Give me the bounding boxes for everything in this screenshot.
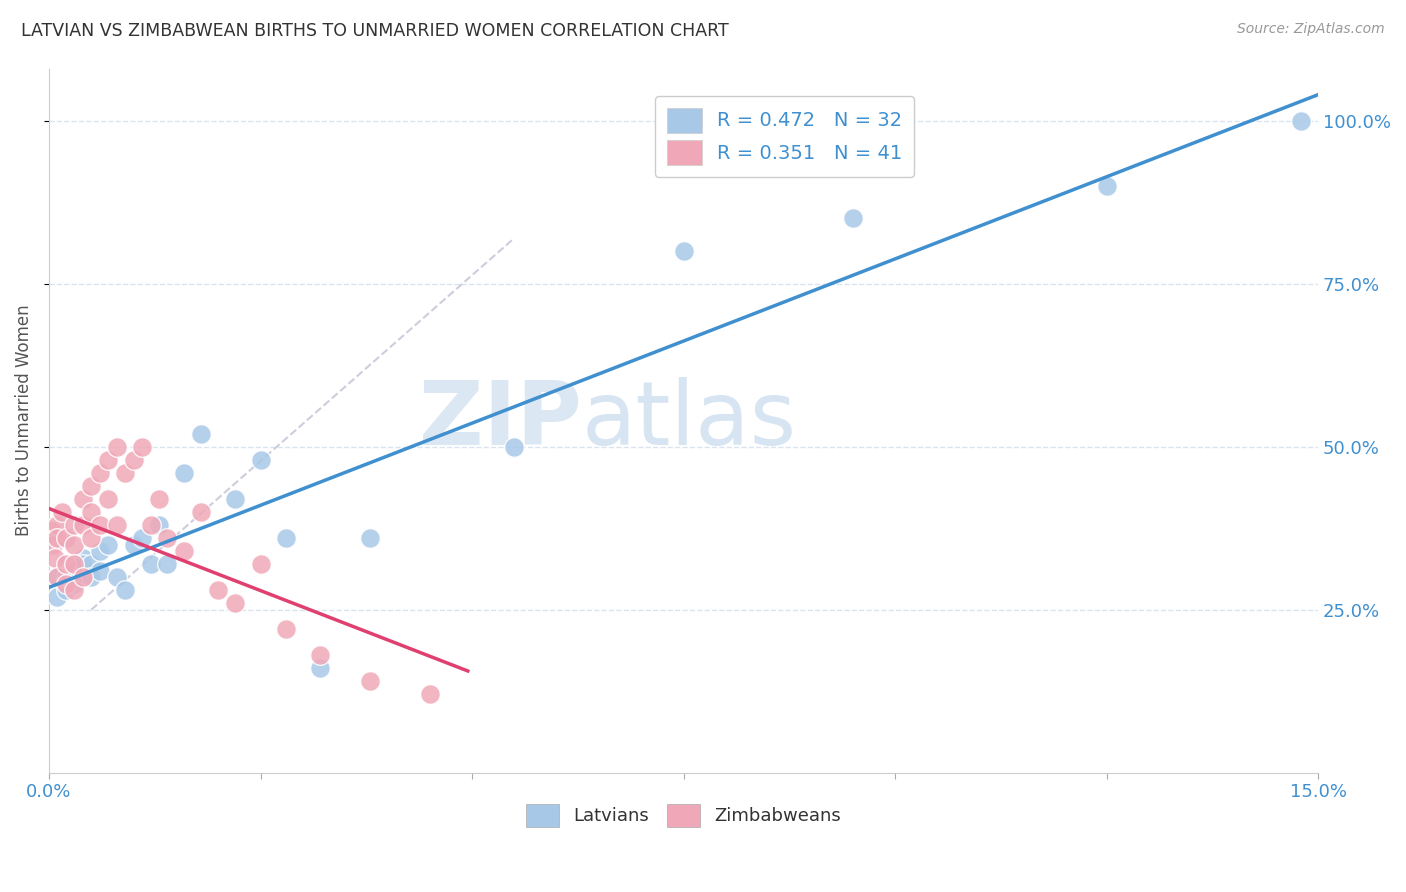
Point: [190, 505, 212, 519]
Point: [46, 518, 69, 533]
Point: [63, 576, 86, 591]
Point: [308, 661, 330, 675]
Point: [80, 479, 103, 493]
Point: [80, 531, 103, 545]
Text: ZIP: ZIP: [419, 377, 582, 464]
Point: [46, 590, 69, 604]
Point: [308, 648, 330, 663]
Point: [63, 564, 86, 578]
Point: [42, 537, 65, 551]
Point: [249, 452, 271, 467]
Point: [131, 440, 153, 454]
Point: [419, 688, 441, 702]
Point: [80, 557, 103, 571]
Point: [207, 583, 229, 598]
Point: [105, 440, 128, 454]
Point: [72, 550, 94, 565]
Point: [122, 452, 145, 467]
Point: [274, 531, 297, 545]
Point: [51, 505, 73, 519]
Point: [55, 576, 77, 591]
Point: [156, 531, 179, 545]
Point: [89, 466, 111, 480]
Point: [139, 557, 162, 571]
Point: [105, 518, 128, 533]
Point: [224, 596, 246, 610]
Point: [72, 557, 94, 571]
Point: [842, 211, 865, 226]
Point: [55, 583, 77, 598]
Text: atlas: atlas: [582, 377, 797, 464]
Point: [72, 570, 94, 584]
Point: [114, 466, 136, 480]
Point: [274, 622, 297, 636]
Point: [148, 491, 170, 506]
Text: Source: ZipAtlas.com: Source: ZipAtlas.com: [1237, 22, 1385, 37]
Point: [1095, 178, 1118, 193]
Point: [122, 537, 145, 551]
Point: [63, 537, 86, 551]
Point: [360, 531, 382, 545]
Point: [139, 518, 162, 533]
Point: [97, 491, 120, 506]
Text: LATVIAN VS ZIMBABWEAN BIRTHS TO UNMARRIED WOMEN CORRELATION CHART: LATVIAN VS ZIMBABWEAN BIRTHS TO UNMARRIE…: [21, 22, 728, 40]
Point: [46, 570, 69, 584]
Point: [148, 518, 170, 533]
Point: [55, 570, 77, 584]
Point: [89, 564, 111, 578]
Legend: Latvians, Zimbabweans: Latvians, Zimbabweans: [519, 797, 848, 834]
Point: [672, 244, 695, 258]
Point: [80, 505, 103, 519]
Point: [360, 674, 382, 689]
Point: [105, 570, 128, 584]
Point: [249, 557, 271, 571]
Point: [44, 550, 66, 565]
Point: [72, 491, 94, 506]
Point: [63, 518, 86, 533]
Point: [156, 557, 179, 571]
Point: [97, 452, 120, 467]
Y-axis label: Births to Unmarried Women: Births to Unmarried Women: [15, 305, 32, 536]
Point: [1289, 113, 1312, 128]
Point: [190, 426, 212, 441]
Point: [55, 557, 77, 571]
Point: [89, 544, 111, 558]
Point: [46, 531, 69, 545]
Point: [41, 524, 63, 539]
Point: [63, 583, 86, 598]
Point: [46, 570, 69, 584]
Point: [63, 557, 86, 571]
Point: [89, 518, 111, 533]
Point: [503, 440, 526, 454]
Point: [224, 491, 246, 506]
Point: [80, 570, 103, 584]
Point: [72, 518, 94, 533]
Point: [173, 544, 195, 558]
Point: [97, 537, 120, 551]
Point: [173, 466, 195, 480]
Point: [114, 583, 136, 598]
Point: [55, 531, 77, 545]
Point: [131, 531, 153, 545]
